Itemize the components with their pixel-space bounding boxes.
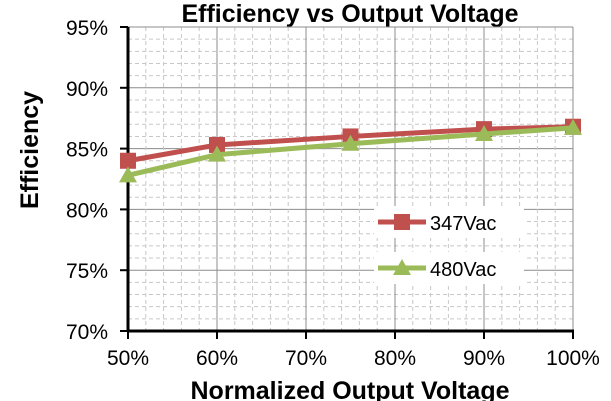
data-point (208, 145, 226, 162)
x-tick-label: 80% (374, 347, 416, 370)
y-tick-label: 90% (66, 78, 108, 101)
legend-swatch-marker (394, 214, 410, 230)
data-point (209, 136, 225, 153)
legend-label: 347Vac (430, 213, 496, 235)
legend-swatch-marker (393, 259, 411, 275)
x-tick-label: 60% (196, 347, 238, 370)
y-axis-title: Efficiency (16, 91, 44, 209)
chart-series (119, 118, 582, 183)
data-point (119, 166, 137, 183)
y-tick-label: 70% (66, 321, 108, 344)
series-480Vac-group (119, 118, 582, 183)
chart-legend: 347Vac 480Vac (374, 206, 524, 284)
data-point (475, 125, 493, 142)
data-point (120, 152, 136, 169)
data-point (564, 118, 582, 135)
x-tick-label: 90% (463, 347, 505, 370)
legend-label: 480Vac (430, 259, 496, 281)
chart-axes (126, 27, 574, 333)
x-axis-title: Normalized Output Voltage (191, 377, 510, 401)
x-axis-ticks: 50% 60% 70% 80% 90% 100% (107, 331, 600, 370)
x-tick-label: 100% (546, 347, 600, 370)
x-tick-label: 70% (285, 347, 327, 370)
y-tick-label: 95% (66, 17, 108, 40)
x-tick-label: 50% (107, 347, 149, 370)
y-tick-label: 85% (66, 139, 108, 162)
y-axis-ticks: 70% 75% 80% 85% 90% 95% (66, 17, 128, 344)
y-tick-label: 80% (66, 199, 108, 222)
data-point (341, 134, 360, 151)
chart-title: Efficiency vs Output Voltage (181, 0, 518, 28)
y-tick-label: 75% (66, 260, 108, 283)
chart-gridlines (128, 26, 574, 331)
